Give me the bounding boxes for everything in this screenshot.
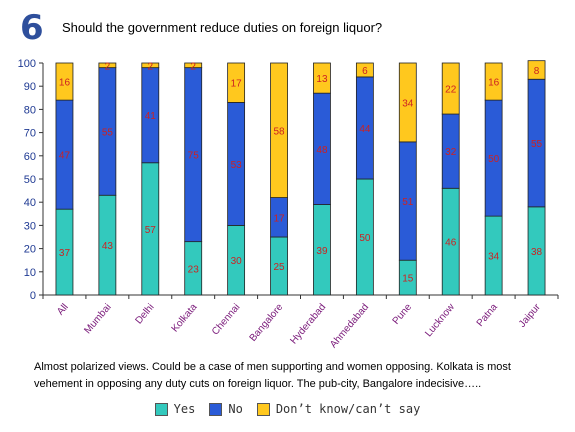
bar-dontknow	[98, 62, 117, 69]
bar-dontknow	[313, 62, 331, 94]
bar-dontknow	[270, 62, 288, 198]
x-tick-label: Pune	[391, 302, 415, 327]
data-label-no: 32	[445, 147, 457, 158]
y-tick-label: 50	[24, 174, 36, 186]
data-label-no: 55	[531, 139, 543, 150]
data-label-dontknow: 58	[273, 126, 285, 137]
bar-dontknow	[398, 62, 417, 143]
y-tick-label: 100	[18, 58, 36, 70]
data-label-no: 41	[145, 111, 157, 122]
data-label-no: 50	[488, 154, 500, 165]
y-tick-label: 60	[24, 151, 36, 163]
bar-dontknow	[55, 62, 74, 101]
data-label-dontknow: 2	[105, 61, 111, 72]
legend-item-dontknow: Don’t know/can’t say	[256, 402, 421, 416]
data-label-dontknow: 2	[190, 61, 196, 72]
x-tick-label: All	[55, 302, 71, 318]
legend-item-yes: Yes	[154, 402, 196, 416]
data-label-no: 75	[188, 151, 200, 162]
data-label-no: 17	[273, 213, 285, 224]
data-label-yes: 46	[445, 238, 457, 249]
data-label-dontknow: 16	[59, 78, 71, 89]
data-label-no: 53	[231, 160, 243, 171]
legend-item-no: No	[209, 402, 243, 416]
y-tick-label: 0	[30, 290, 36, 302]
data-label-yes: 50	[359, 233, 371, 244]
data-label-no: 51	[402, 197, 414, 208]
legend-swatch-yes	[154, 402, 168, 416]
bar-dontknow	[441, 62, 460, 115]
x-tick-label: Lucknow	[423, 301, 457, 339]
legend-label-dontknow: Don’t know/can’t say	[275, 402, 421, 416]
data-label-dontknow: 13	[316, 74, 328, 85]
x-tick-label: Kolkata	[170, 302, 200, 335]
x-tick-label: Delhi	[134, 302, 157, 327]
data-label-dontknow: 17	[231, 79, 243, 90]
data-label-dontknow: 34	[402, 98, 414, 109]
data-label-no: 55	[102, 127, 114, 138]
y-tick-label: 80	[24, 104, 36, 116]
data-label-no: 44	[359, 124, 371, 135]
data-label-no: 48	[316, 145, 328, 156]
bar-dontknow	[355, 62, 374, 78]
data-label-dontknow: 22	[445, 85, 457, 96]
data-label-dontknow: 6	[362, 66, 368, 77]
y-tick-label: 30	[24, 220, 36, 232]
x-tick-label: Bangalore	[248, 302, 286, 344]
x-tick-label: Patna	[475, 302, 501, 329]
y-tick-label: 10	[24, 267, 36, 279]
x-tick-label: Ahmedabad	[328, 302, 371, 350]
data-label-yes: 25	[273, 262, 285, 273]
bar-dontknow	[227, 62, 246, 103]
data-label-dontknow: 8	[534, 66, 540, 77]
question-text: Should the government reduce duties on f…	[62, 20, 383, 35]
data-label-yes: 37	[59, 248, 71, 259]
data-label-yes: 39	[316, 246, 328, 257]
x-tick-label: Hyderabad	[288, 302, 328, 347]
data-label-yes: 15	[402, 274, 414, 285]
data-label-dontknow: 2	[148, 61, 154, 72]
data-label-yes: 57	[145, 225, 157, 236]
y-tick-label: 70	[24, 128, 36, 140]
data-label-yes: 38	[531, 247, 543, 258]
data-label-no: 47	[59, 151, 71, 162]
legend-label-yes: Yes	[173, 402, 196, 416]
bar-dontknow	[141, 62, 160, 69]
chart-legend: Yes No Don’t know/can’t say	[0, 402, 575, 416]
data-label-dontknow: 16	[488, 78, 500, 89]
question-number: 6	[20, 8, 44, 48]
data-label-yes: 30	[231, 256, 243, 267]
data-label-yes: 23	[188, 264, 200, 275]
bar-dontknow	[527, 60, 546, 80]
x-tick-label: Jaipur	[517, 301, 543, 329]
data-label-yes: 34	[488, 252, 500, 263]
y-tick-label: 90	[24, 81, 36, 93]
bar-dontknow	[184, 62, 203, 69]
y-tick-label: 40	[24, 197, 36, 209]
x-tick-label: Mumbai	[82, 302, 113, 336]
stacked-bar-chart: 0 10 20 30 40 50 60 70 80 90 100 37 47 16 All 43 55 2 Mumb…	[18, 58, 559, 350]
bar-dontknow	[484, 62, 503, 101]
legend-label-no: No	[228, 402, 243, 416]
y-tick-label: 20	[24, 244, 36, 256]
legend-swatch-no	[209, 402, 223, 416]
legend-swatch-dontknow	[256, 402, 270, 416]
x-tick-label: Chennai	[210, 302, 242, 338]
data-label-yes: 43	[102, 241, 114, 252]
chart-caption: Almost polarized views. Could be a case …	[34, 361, 511, 390]
